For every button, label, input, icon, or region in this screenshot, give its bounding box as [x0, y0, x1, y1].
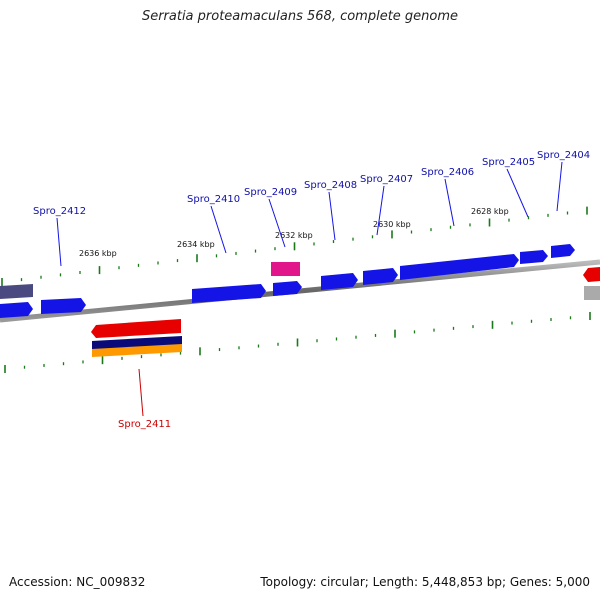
gene-spro-2410[interactable] — [192, 284, 266, 303]
gene-spro-2411-orange[interactable] — [92, 344, 182, 357]
gene-left-edge-dark[interactable] — [0, 284, 33, 299]
kbp-label-2630: 2630 kbp — [373, 220, 411, 229]
kbp-label-2632: 2632 kbp — [275, 231, 313, 240]
gene-spro-2406[interactable] — [400, 254, 519, 280]
kbp-label-2636: 2636 kbp — [79, 249, 117, 258]
gene-spro-2405[interactable] — [520, 250, 548, 264]
gene-label-spro-2411[interactable]: Spro_2411 — [118, 419, 171, 430]
gene-right-edge-grey[interactable] — [584, 286, 600, 300]
gene-left-edge-forward[interactable] — [0, 302, 33, 318]
gene-spro-2407[interactable] — [363, 268, 398, 285]
gene-spro-2411-navy[interactable] — [92, 336, 182, 350]
gene-spro-2408[interactable] — [321, 273, 358, 290]
gene-spro-2404[interactable] — [551, 244, 575, 258]
gene-right-edge-red[interactable] — [583, 267, 600, 282]
genome-backbone — [0, 259, 600, 323]
gene-spro-2411[interactable] — [91, 319, 181, 338]
gene-label-spro-2407[interactable]: Spro_2407 — [360, 174, 413, 185]
gene-spro-2409[interactable] — [273, 281, 302, 296]
label-leader-lines — [56, 161, 563, 267]
inner-tick-row — [4, 312, 591, 373]
outer-tick-row — [1, 206, 588, 286]
gene-label-spro-2409[interactable]: Spro_2409 — [244, 187, 297, 198]
gene-label-spro-2410[interactable]: Spro_2410 — [187, 194, 240, 205]
map-title: Serratia proteamaculans 568, complete ge… — [141, 9, 459, 24]
gene-label-spro-2404[interactable]: Spro_2404 — [537, 150, 590, 161]
kbp-label-2634: 2634 kbp — [177, 240, 215, 249]
gene-spro-2412[interactable] — [41, 298, 86, 314]
gene-label-spro-2412[interactable]: Spro_2412 — [33, 206, 86, 217]
reverse-genes — [91, 267, 600, 357]
gene-label-spro-2405[interactable]: Spro_2405 — [482, 157, 535, 168]
accession-text: Accession: NC_009832 — [9, 575, 146, 589]
gene-label-spro-2406[interactable]: Spro_2406 — [421, 167, 474, 178]
gene-label-spro-2408[interactable]: Spro_2408 — [304, 180, 357, 191]
forward-genes — [0, 244, 575, 318]
genome-summary-text: Topology: circular; Length: 5,448,853 bp… — [260, 575, 590, 589]
gene-spro-2409-pink[interactable] — [271, 262, 300, 276]
leader-line-spro-2411 — [138, 368, 144, 417]
kbp-label-2628: 2628 kbp — [471, 207, 509, 216]
